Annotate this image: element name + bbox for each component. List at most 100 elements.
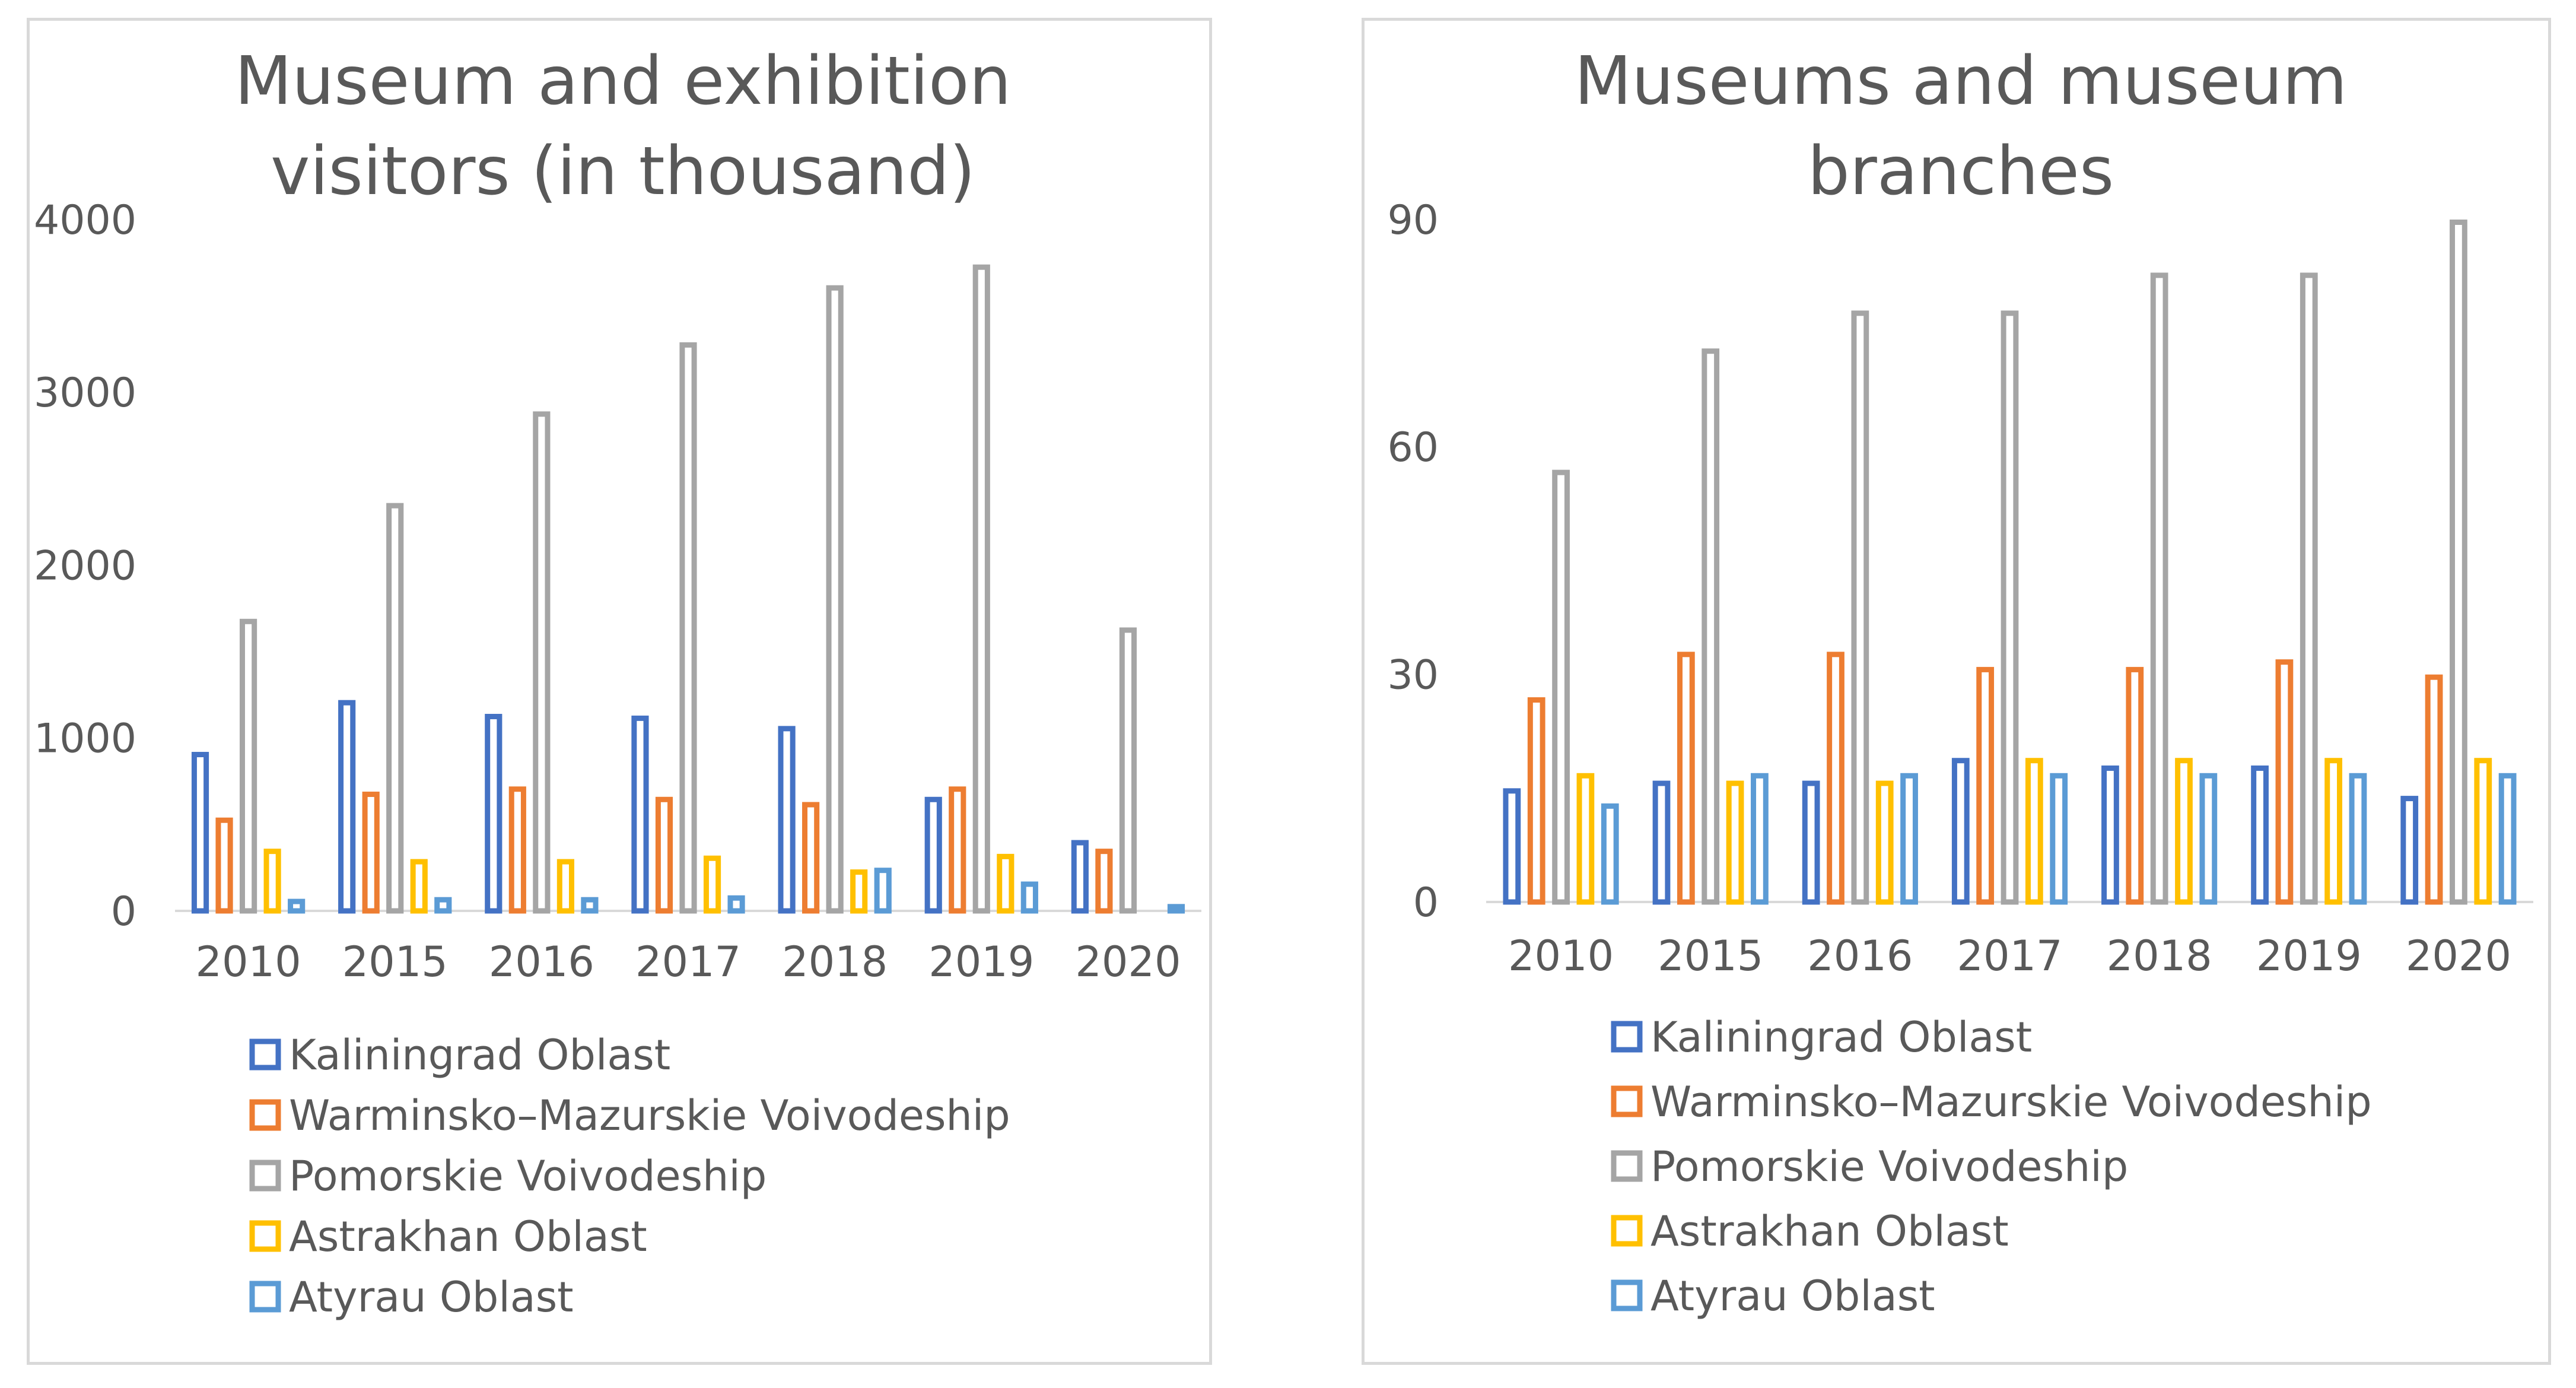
y-tick-label: 4000	[34, 197, 136, 244]
legend-swatch	[1611, 1085, 1643, 1117]
bar-atyrau-oblast-2019	[1020, 881, 1038, 914]
legend-swatch	[1611, 1215, 1643, 1247]
bar-warminsko-mazurskie-voivodeship-2019	[949, 786, 966, 914]
x-tick-label: 2019	[928, 938, 1034, 986]
bar-pomorskie-voivodeship-2019	[2300, 272, 2318, 905]
bar-atyrau-oblast-2010	[288, 898, 306, 914]
bar-atyrau-oblast-2015	[1751, 773, 1769, 905]
bar-astrakhan-oblast-2010	[263, 849, 281, 914]
bar-astrakhan-oblast-2015	[1726, 780, 1744, 905]
bar-astrakhan-oblast-2016	[556, 859, 574, 914]
bar-warminsko-mazurskie-voivodeship-2015	[362, 792, 380, 914]
bar-warminsko-mazurskie-voivodeship-2018	[802, 802, 820, 914]
x-tick-label: 2020	[1075, 938, 1181, 986]
legend-label: Kaliningrad Oblast	[289, 1031, 670, 1079]
y-tick-label: 1000	[34, 716, 136, 763]
legend-label: Warminsko–Mazurskie Voivodeship	[289, 1091, 1010, 1140]
bar-kaliningrad-oblast-2017	[1951, 758, 1970, 905]
y-tick-label: 3000	[34, 370, 136, 417]
bar-warminsko-mazurskie-voivodeship-2010	[1527, 697, 1545, 905]
bar-atyrau-oblast-2020	[1167, 904, 1185, 914]
bar-warminsko-mazurskie-voivodeship-2019	[2275, 659, 2294, 905]
bar-atyrau-oblast-2018	[2199, 773, 2218, 905]
bar-warminsko-mazurskie-voivodeship-2016	[1827, 652, 1844, 905]
x-tick-label: 2018	[782, 938, 888, 986]
legend-swatch	[1611, 1021, 1643, 1053]
bar-atyrau-oblast-2010	[1601, 803, 1619, 905]
bar-warminsko-mazurskie-voivodeship-2010	[215, 817, 233, 914]
chart-title-line-2: visitors (in thousand)	[271, 133, 975, 210]
bar-astrakhan-oblast-2019	[2324, 758, 2343, 905]
bar-kaliningrad-oblast-2010	[191, 752, 209, 914]
bar-pomorskie-voivodeship-2016	[1851, 310, 1869, 905]
x-tick-label: 2016	[489, 938, 594, 986]
bar-warminsko-mazurskie-voivodeship-2018	[2126, 666, 2144, 905]
bar-kaliningrad-oblast-2010	[1503, 788, 1521, 905]
bar-warminsko-mazurskie-voivodeship-2015	[1677, 652, 1695, 905]
x-tick-label: 2020	[2406, 932, 2511, 980]
bar-warminsko-mazurskie-voivodeship-2017	[1976, 666, 1995, 905]
bar-kaliningrad-oblast-2020	[1071, 840, 1089, 914]
bar-atyrau-oblast-2015	[434, 897, 452, 914]
bar-kaliningrad-oblast-2016	[485, 713, 503, 914]
y-tick-label: 0	[1413, 879, 1439, 926]
x-tick-label: 2010	[195, 938, 301, 986]
bar-pomorskie-voivodeship-2018	[826, 285, 844, 914]
legend-label: Warminsko–Mazurskie Voivodeship	[1650, 1078, 2372, 1126]
x-tick-label: 2015	[1658, 932, 1763, 980]
legend-label: Astrakhan Oblast	[289, 1212, 647, 1261]
bar-kaliningrad-oblast-2019	[924, 796, 942, 914]
legend-label: Astrakhan Oblast	[1650, 1207, 2009, 1256]
bar-pomorskie-voivodeship-2019	[972, 264, 990, 914]
legend-swatch	[249, 1038, 281, 1071]
bar-astrakhan-oblast-2018	[2175, 758, 2193, 905]
chart-museums: Museums and museum branches 0 30 60 90 2010 201…	[1387, 43, 2533, 1320]
bar-astrakhan-oblast-2018	[850, 869, 868, 914]
y-tick-label: 90	[1387, 197, 1439, 244]
x-tick-label: 2017	[1957, 932, 2062, 980]
bar-kaliningrad-oblast-2020	[2400, 796, 2419, 905]
x-tick-label: 2017	[635, 938, 741, 986]
bar-atyrau-oblast-2017	[2050, 773, 2068, 905]
bar-astrakhan-oblast-2020	[2474, 758, 2492, 905]
y-tick-label: 60	[1387, 424, 1439, 471]
legend-label: Atyrau Oblast	[289, 1273, 574, 1322]
bar-pomorskie-voivodeship-2018	[2150, 272, 2168, 905]
bar-astrakhan-oblast-2015	[410, 859, 428, 914]
legend-swatch	[249, 1099, 281, 1131]
chart-title-line-2: branches	[1808, 133, 2114, 210]
legend-label: Pomorskie Voivodeship	[289, 1152, 767, 1200]
chart-visitors: Museum and exhibition visitors (in thousa…	[34, 43, 1201, 1322]
bar-astrakhan-oblast-2019	[997, 853, 1015, 914]
bar-atyrau-oblast-2018	[874, 868, 892, 914]
bar-warminsko-mazurskie-voivodeship-2020	[1095, 849, 1113, 914]
bar-pomorskie-voivodeship-2020	[1119, 627, 1137, 914]
y-tick-label: 2000	[34, 542, 136, 589]
bar-pomorskie-voivodeship-2010	[239, 618, 257, 914]
bar-pomorskie-voivodeship-2015	[386, 503, 404, 914]
chart-panel-visitors: Museum and exhibition visitors (in thousa…	[27, 18, 1212, 1365]
bar-kaliningrad-oblast-2015	[1652, 780, 1671, 905]
y-tick-label: 30	[1387, 652, 1439, 698]
legend-label: Kaliningrad Oblast	[1650, 1013, 2032, 1062]
legend-swatch	[249, 1220, 281, 1252]
bar-warminsko-mazurskie-voivodeship-2016	[508, 786, 526, 914]
x-tick-label: 2016	[1807, 932, 1913, 980]
bar-atyrau-oblast-2017	[727, 895, 745, 914]
legend-label: Pomorskie Voivodeship	[1650, 1142, 2128, 1191]
legend-swatch	[249, 1281, 281, 1313]
legend-swatch	[1611, 1150, 1643, 1182]
chart-title-line-1: Museum and exhibition	[235, 43, 1012, 120]
bar-astrakhan-oblast-2017	[703, 855, 721, 914]
chart-title-line-1: Museums and museum	[1575, 43, 2348, 120]
bar-kaliningrad-oblast-2015	[338, 700, 356, 914]
bar-atyrau-oblast-2016	[1900, 773, 1918, 905]
x-tick-label: 2019	[2256, 932, 2362, 980]
bar-kaliningrad-oblast-2018	[2101, 766, 2119, 905]
bar-kaliningrad-oblast-2016	[1802, 780, 1820, 905]
bar-warminsko-mazurskie-voivodeship-2020	[2425, 674, 2443, 905]
bar-astrakhan-oblast-2016	[1875, 780, 1894, 905]
x-tick-label: 2018	[2107, 932, 2212, 980]
bar-pomorskie-voivodeship-2010	[1552, 469, 1570, 905]
bar-atyrau-oblast-2019	[2349, 773, 2367, 905]
